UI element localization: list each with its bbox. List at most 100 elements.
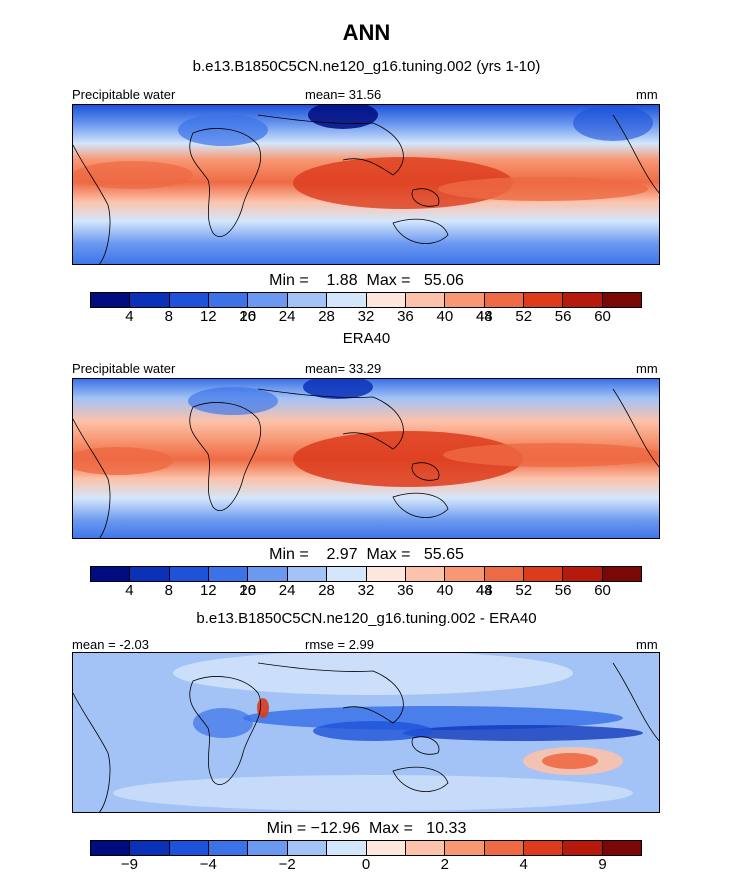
panel-3-colorbar-swatch bbox=[169, 841, 210, 855]
panel-1-tick-label: 16 bbox=[239, 308, 257, 325]
panel-2-tick-label: 24 bbox=[278, 582, 296, 599]
panel-2-atlantic-band bbox=[73, 447, 173, 475]
panel-3-colorbar-swatch bbox=[405, 841, 446, 855]
panel-1-na-low bbox=[573, 105, 653, 141]
figure-title: ANN bbox=[342, 20, 391, 45]
panel-2-mean-label: mean= 33.29 bbox=[305, 361, 382, 376]
panel-3-colorbar-swatch bbox=[445, 841, 485, 855]
panel-2-colorbar-swatch bbox=[169, 567, 210, 581]
panel-3-spcz-wet-core bbox=[542, 753, 598, 769]
panel-1-tick-label: 48 bbox=[475, 308, 493, 325]
panel-2-tibet-low bbox=[303, 379, 373, 399]
panel-2-map bbox=[72, 378, 660, 539]
panel-3-colorbar-swatch bbox=[327, 841, 367, 855]
panel-3-colorbar-swatch bbox=[287, 841, 328, 855]
panel-2-tick-label: 4 bbox=[125, 582, 134, 599]
panel-1-minmax: Min = 1.88 Max = 55.06 bbox=[269, 272, 464, 289]
panel-3-tick-label: 0 bbox=[361, 856, 371, 873]
panel-1-colorbar-swatch bbox=[248, 293, 288, 307]
panel-1-colorbar-swatch bbox=[523, 293, 564, 307]
panel-2-tick-label: 16 bbox=[239, 582, 257, 599]
panel-3-africa-dry bbox=[193, 708, 253, 738]
panel-3-north-light bbox=[173, 653, 573, 695]
panel-1-tick-label: 40 bbox=[436, 308, 454, 325]
panel-2-tick-label: 56 bbox=[554, 582, 572, 599]
panel-3-minmax: Min = −12.96 Max = 10.33 bbox=[266, 820, 467, 837]
panel-1-coastlines bbox=[73, 114, 659, 264]
panel-2-minmax: Min = 2.97 Max = 55.65 bbox=[269, 546, 464, 563]
panel-3-rmse-label: rmse = 2.99 bbox=[305, 637, 375, 652]
panel-2-colorbar-swatch bbox=[91, 567, 131, 581]
panel-2-title: ERA40 bbox=[342, 330, 391, 347]
panel-3-tick-label: 9 bbox=[598, 856, 607, 873]
panel-3-tick-label: 2 bbox=[440, 856, 450, 873]
panel-1-colorbar-swatch bbox=[209, 293, 249, 307]
panel-1-variable-label: Precipitable water bbox=[72, 87, 176, 102]
panel-1-map bbox=[72, 104, 660, 265]
panel-3-colorbar-ticks: −9 −4 −2 0 2 4 9 bbox=[90, 856, 642, 874]
panel-2-colorbar-swatch bbox=[484, 567, 524, 581]
panel-1-colorbar-swatch bbox=[484, 293, 524, 307]
panel-2-colorbar-swatch bbox=[445, 567, 485, 581]
panel-2-colorbar bbox=[90, 566, 642, 582]
panel-3-colorbar-swatch bbox=[563, 841, 603, 855]
panel-1-pacific-band bbox=[438, 177, 648, 201]
panel-1-tick-label: 60 bbox=[594, 308, 611, 325]
panel-1-units-label: mm bbox=[636, 87, 658, 102]
panel-2-colorbar-swatch bbox=[248, 567, 288, 581]
panel-1-tick-label: 44 bbox=[475, 308, 493, 325]
panel-3-coastlines bbox=[73, 662, 659, 812]
panel-2-colorbar-swatch bbox=[523, 567, 564, 581]
panel-1-colorbar-swatch bbox=[130, 293, 170, 307]
panel-3-colorbar-swatch bbox=[91, 841, 131, 855]
panel-1-tick-label: 8 bbox=[164, 308, 174, 325]
panel-3-map bbox=[72, 652, 660, 813]
panel-2-sahara-low bbox=[188, 387, 278, 415]
panel-3-equatorial-dry bbox=[403, 725, 643, 741]
panel-1-tick-label: 4 bbox=[125, 308, 134, 325]
panel-2-colorbar-swatch bbox=[366, 567, 406, 581]
panel-2-colorbar-swatch bbox=[209, 567, 249, 581]
panel-1-tick-label: 28 bbox=[318, 308, 335, 325]
panel-1-tick-label: 12 bbox=[199, 308, 217, 325]
panel-3-colorbar-swatch bbox=[248, 841, 288, 855]
panel-1-title: b.e13.B1850C5CN.ne120_g16.tuning.002 (yr… bbox=[192, 58, 541, 75]
panel-2-coastlines bbox=[73, 388, 659, 538]
panel-3-mean-label: mean = -2.03 bbox=[72, 637, 149, 652]
panel-2-colorbar-swatch bbox=[602, 567, 642, 581]
panel-1-colorbar-swatch bbox=[445, 293, 485, 307]
panel-2-tick-label: 28 bbox=[318, 582, 335, 599]
panel-3-title: b.e13.B1850C5CN.ne120_g16.tuning.002 - E… bbox=[196, 610, 537, 627]
panel-2-warm-pool bbox=[293, 431, 523, 487]
panel-3-colorbar-swatch bbox=[209, 841, 249, 855]
panel-2-tick-label: 20 bbox=[239, 582, 257, 599]
panel-2-tick-label: 36 bbox=[397, 582, 414, 599]
panel-2-units-label: mm bbox=[636, 361, 658, 376]
panel-1-tick-label: 56 bbox=[554, 308, 572, 325]
panel-1-tick-label: 24 bbox=[278, 308, 296, 325]
panel-1-colorbar-swatch bbox=[563, 293, 603, 307]
panel-1-mean-label: mean= 31.56 bbox=[305, 87, 382, 102]
panel-3-tick-label: −9 bbox=[120, 856, 138, 873]
panel-3-west-pacific-dry bbox=[313, 721, 433, 741]
panel-1-colorbar bbox=[90, 292, 642, 308]
panel-1-tick-label: 52 bbox=[515, 308, 533, 325]
panel-2-tick-label: 40 bbox=[436, 582, 454, 599]
panel-2-variable-label: Precipitable water bbox=[72, 361, 176, 376]
panel-2-tick-label: 60 bbox=[594, 582, 611, 599]
panel-3-colorbar-swatch bbox=[484, 841, 524, 855]
panel-1-colorbar-swatch bbox=[602, 293, 642, 307]
panel-1-tick-label: 36 bbox=[397, 308, 414, 325]
panel-2-tick-label: 44 bbox=[475, 582, 493, 599]
panel-1-colorbar-ticks: 4 8 12 16 20 24 28 32 36 40 44 48 52 56 60 bbox=[90, 308, 642, 326]
panel-1-atlantic-band bbox=[73, 161, 193, 189]
panel-2-tick-label: 48 bbox=[475, 582, 493, 599]
panel-3-south-light bbox=[113, 775, 633, 811]
panel-3-colorbar-swatch bbox=[130, 841, 170, 855]
panel-2-tick-label: 32 bbox=[357, 582, 375, 599]
panel-3-colorbar bbox=[90, 840, 642, 856]
panel-3-units-label: mm bbox=[636, 637, 658, 652]
panel-1-colorbar-swatch bbox=[366, 293, 406, 307]
panel-3-tick-label: −4 bbox=[199, 856, 217, 873]
panel-3-colorbar-swatch bbox=[366, 841, 406, 855]
